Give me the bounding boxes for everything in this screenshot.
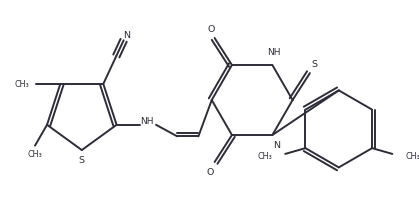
Text: CH₃: CH₃ [15, 80, 29, 89]
Text: CH₃: CH₃ [257, 152, 272, 161]
Text: CH₃: CH₃ [28, 149, 42, 158]
Text: NH: NH [268, 48, 281, 57]
Text: N: N [123, 31, 130, 39]
Text: N: N [273, 140, 280, 149]
Text: NH: NH [140, 117, 153, 126]
Text: O: O [207, 25, 215, 34]
Text: O: O [206, 167, 214, 176]
Text: S: S [312, 60, 318, 69]
Text: S: S [79, 155, 85, 164]
Text: CH₃: CH₃ [406, 152, 419, 161]
